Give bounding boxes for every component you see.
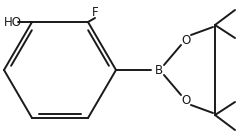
Text: O: O: [181, 33, 191, 46]
Text: B: B: [155, 64, 163, 76]
Text: HO: HO: [4, 16, 22, 29]
Text: O: O: [181, 94, 191, 107]
Text: F: F: [92, 5, 98, 18]
